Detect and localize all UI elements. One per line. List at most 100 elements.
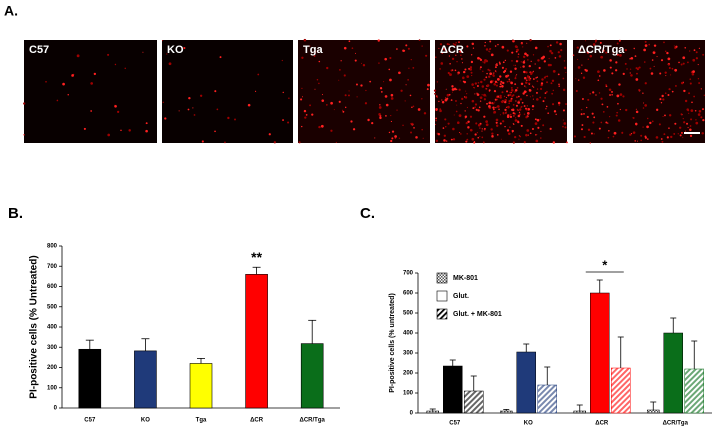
cell-dot [443,139,446,142]
cell-dot [493,110,497,114]
cell-dot [483,115,486,118]
cell-dot [518,100,520,102]
cell-dot [301,96,303,98]
cell-dot [335,141,337,144]
cell-dot [609,116,611,118]
cell-dot [523,105,526,107]
cell-dot [693,95,696,98]
cell-dot [528,64,531,68]
cell-dot [682,117,684,120]
cell-dot [509,126,511,128]
cell-dot [702,53,705,56]
cell-dot [473,140,476,143]
cell-dot [606,106,609,108]
cell-dot [478,106,481,109]
cell-dot [107,53,110,56]
cell-dot [540,137,542,139]
y-tick-label: 0 [410,411,414,417]
cell-dot [527,59,529,61]
cell-dot [515,117,517,119]
cell-dot [268,133,271,136]
cell-dot [472,86,475,89]
cell-dot [517,109,519,111]
bar [245,274,268,409]
cell-dot [506,129,510,132]
cell-dot [493,82,497,86]
cell-dot [330,101,333,105]
cell-dot [436,96,438,99]
cell-dot [469,66,473,69]
cell-dot [330,129,333,132]
cell-dot [510,81,513,85]
cell-dot [497,95,500,98]
cell-dot [550,51,554,55]
cell-dot [456,60,458,63]
cell-dot [616,53,619,56]
cell-dot [445,140,448,142]
cell-dot [658,123,661,126]
cell-dot [472,107,475,110]
cell-dot [502,70,506,74]
bar [573,410,586,414]
cell-dot [465,122,468,125]
cell-dot [536,134,538,136]
cell-dot [482,61,484,63]
image-label: Tga [303,44,323,56]
cell-dot [691,72,695,76]
cell-dot [514,88,518,92]
cell-dot [504,100,507,104]
cell-dot [642,92,644,94]
cell-dot [526,94,528,97]
cell-dot [446,42,449,46]
cell-dot [539,96,542,99]
cell-dot [305,113,308,116]
cell-dot [513,115,515,117]
cell-dot [536,80,539,83]
cell-dot [510,89,514,92]
cell-dot [435,123,437,125]
cell-dot [622,95,625,98]
cell-dot [350,120,353,123]
cell-dot [484,41,486,44]
cell-dot [698,82,701,84]
cell-dot [520,82,524,86]
cell-dot [479,68,482,70]
y-axis-label: PI-positive cells (% untreated) [389,293,396,393]
cell-dot [178,110,180,112]
cell-dot [505,74,508,78]
cell-dot [668,88,671,91]
cell-dot [455,42,457,44]
cell-dot [360,62,363,64]
cell-dot [651,59,654,61]
cell-dot [507,94,510,97]
cell-dot [338,79,340,81]
cell-dot [494,45,497,47]
cell-dot [489,48,491,51]
y-axis-label: PI-positive cells (% Untreated) [29,255,40,398]
cell-dot [573,135,576,138]
cell-dot [636,140,639,142]
legend-swatch [436,272,448,284]
cell-dot [683,89,686,93]
cell-dot [466,45,469,48]
cell-dot [303,38,307,42]
cell-dot [388,131,391,134]
cell-dot [461,58,463,60]
cell-dot [445,88,447,90]
cell-dot [417,108,421,111]
cell-dot [509,99,513,103]
cell-dot [465,140,468,143]
cell-dot [488,69,491,72]
cell-dot [508,102,510,105]
cell-dot [214,130,216,133]
cell-dot [539,118,541,120]
y-tick-label: 700 [403,271,414,277]
cell-dot [525,115,528,119]
cell-dot [435,95,438,97]
cell-dot [479,96,483,99]
y-tick-label: 700 [47,264,58,270]
cell-dot [653,65,655,67]
cell-dot [321,94,323,96]
cell-dot [333,109,335,111]
cell-dot [481,128,483,130]
